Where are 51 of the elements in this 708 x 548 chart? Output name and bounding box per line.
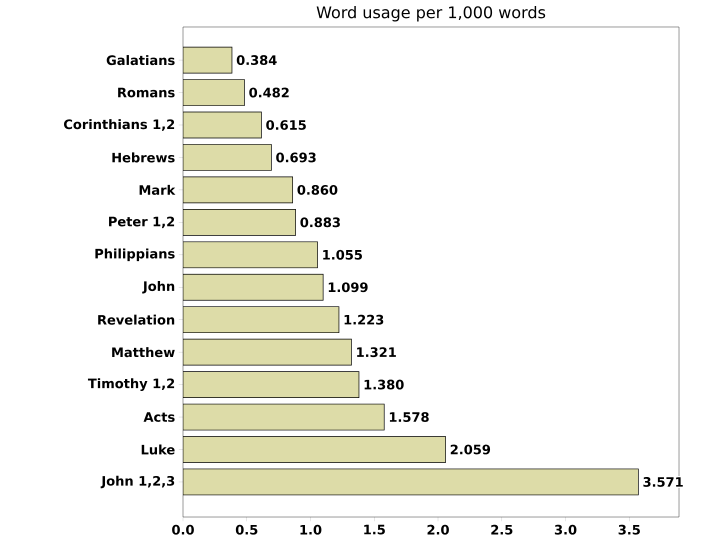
bar: [183, 436, 446, 463]
x-tick-label: 1.5: [364, 524, 385, 534]
data-label: 0.482: [249, 88, 289, 98]
x-tick-label: 2.0: [428, 524, 449, 535]
data-label: 0.693: [276, 152, 316, 162]
y-tick-label: Peter 1,2: [109, 216, 174, 228]
data-label: 1.321: [357, 347, 396, 358]
y-tick-label: Revelation: [98, 314, 174, 325]
data-label: 2.059: [450, 444, 490, 454]
x-tick-label: 3.0: [554, 524, 576, 535]
bar: [183, 46, 232, 74]
y-tick-label: Corinthians 1,2: [64, 119, 174, 131]
bar: [183, 241, 318, 268]
data-label: 1.223: [344, 314, 384, 325]
chart-title: Word usage per 1,000 words: [316, 6, 546, 22]
y-tick-label: Acts: [144, 412, 175, 422]
bar: [183, 468, 639, 496]
bar: [183, 144, 272, 171]
bar: [183, 404, 385, 430]
data-label: 1.055: [323, 250, 362, 260]
x-tick-label: 2.5: [491, 524, 512, 535]
data-label: 3.571: [643, 477, 683, 487]
bar: [183, 176, 294, 204]
bar: [183, 209, 296, 236]
bar: [183, 112, 262, 138]
y-tick-label: Luke: [142, 444, 175, 455]
data-label: 1.380: [364, 380, 404, 390]
x-tick-label: 3.5: [618, 524, 640, 535]
y-tick-label: Mark: [140, 184, 176, 195]
x-tick-label: 1.0: [300, 524, 322, 535]
data-label: 1.099: [328, 282, 368, 292]
y-tick-label: Hebrews: [112, 152, 175, 162]
y-tick-label: Romans: [118, 88, 175, 98]
data-label: 0.860: [297, 184, 338, 195]
x-tick-label: 0.0: [172, 524, 194, 535]
bar: [183, 338, 352, 366]
data-label: 0.883: [300, 217, 340, 228]
y-tick-label: Philippians: [95, 248, 175, 262]
y-tick-label: Galatians: [106, 55, 175, 66]
y-tick-label: Timothy 1,2: [88, 378, 174, 391]
bar: [183, 79, 245, 106]
y-tick-label: John 1,2,3: [100, 476, 174, 488]
bar: [183, 371, 360, 398]
y-tick-label: John: [142, 281, 174, 294]
data-label: 0.384: [236, 55, 277, 66]
bar: [183, 306, 340, 334]
data-label: 0.615: [266, 120, 306, 130]
y-tick-label: Matthew: [112, 347, 175, 358]
x-tick-label: 0.5: [236, 524, 258, 535]
data-label: 1.578: [390, 412, 429, 422]
bar: [183, 274, 324, 301]
